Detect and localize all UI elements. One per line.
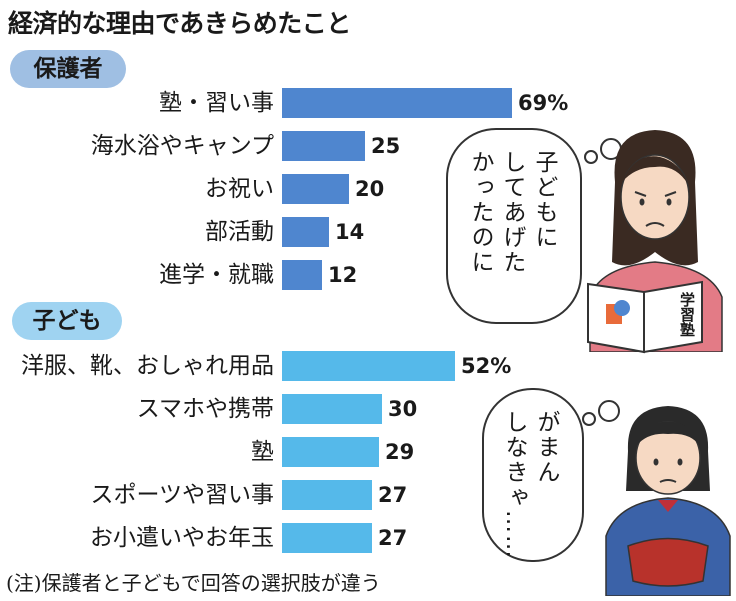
category-label: 海水浴やキャンプ [90,133,274,159]
value-label: 29 [385,440,415,464]
value-label: 25 [371,134,401,158]
thought-dot-large [598,400,620,422]
speech-text-child: がまん しなきゃ…… [501,410,559,560]
value-label: 27 [378,526,408,550]
chart-title: 経済的な理由であきらめたこと [8,9,351,38]
category-label: 進学・就職 [159,262,274,288]
bar-child [282,437,379,467]
book-icon [587,280,703,354]
category-label: お小遣いやお年玉 [90,525,274,551]
bar-parent [282,260,322,290]
value-label: 52% [461,354,512,378]
bar-parent [282,174,349,204]
value-label: 30 [388,397,418,421]
thought-dot-small [582,412,596,426]
bar-parent [282,88,512,118]
group-label-child: 子ども [12,302,122,340]
bar-parent [282,131,365,161]
footnote: (注)保護者と子どもで回答の選択肢が違う [6,571,381,595]
thought-dot-small [584,150,598,164]
book-title: 学習塾 [678,292,696,337]
category-label: スマホや携帯 [136,396,274,422]
category-label: お祝い [205,176,274,202]
category-label: 部活動 [205,219,274,245]
category-label: スポーツや習い事 [90,482,274,508]
category-label: 洋服、靴、おしゃれ用品 [21,353,274,379]
group-label-parent: 保護者 [10,50,126,88]
bar-parent [282,217,329,247]
speech-text-parent: 子どもに してあげた かったのに [467,150,557,275]
category-label: 塾・習い事 [159,90,274,116]
speech-bubble-child: がまん しなきゃ…… [482,388,584,562]
bar-child [282,394,382,424]
category-label: 塾 [251,439,274,465]
value-label: 14 [335,220,365,244]
child-illustration [605,406,731,596]
bar-child [282,351,455,381]
bar-child [282,523,372,553]
value-label: 69% [518,91,569,115]
value-label: 12 [328,263,358,287]
speech-bubble-parent: 子どもに してあげた かったのに [446,128,582,324]
value-label: 27 [378,483,408,507]
value-label: 20 [355,177,385,201]
bar-child [282,480,372,510]
